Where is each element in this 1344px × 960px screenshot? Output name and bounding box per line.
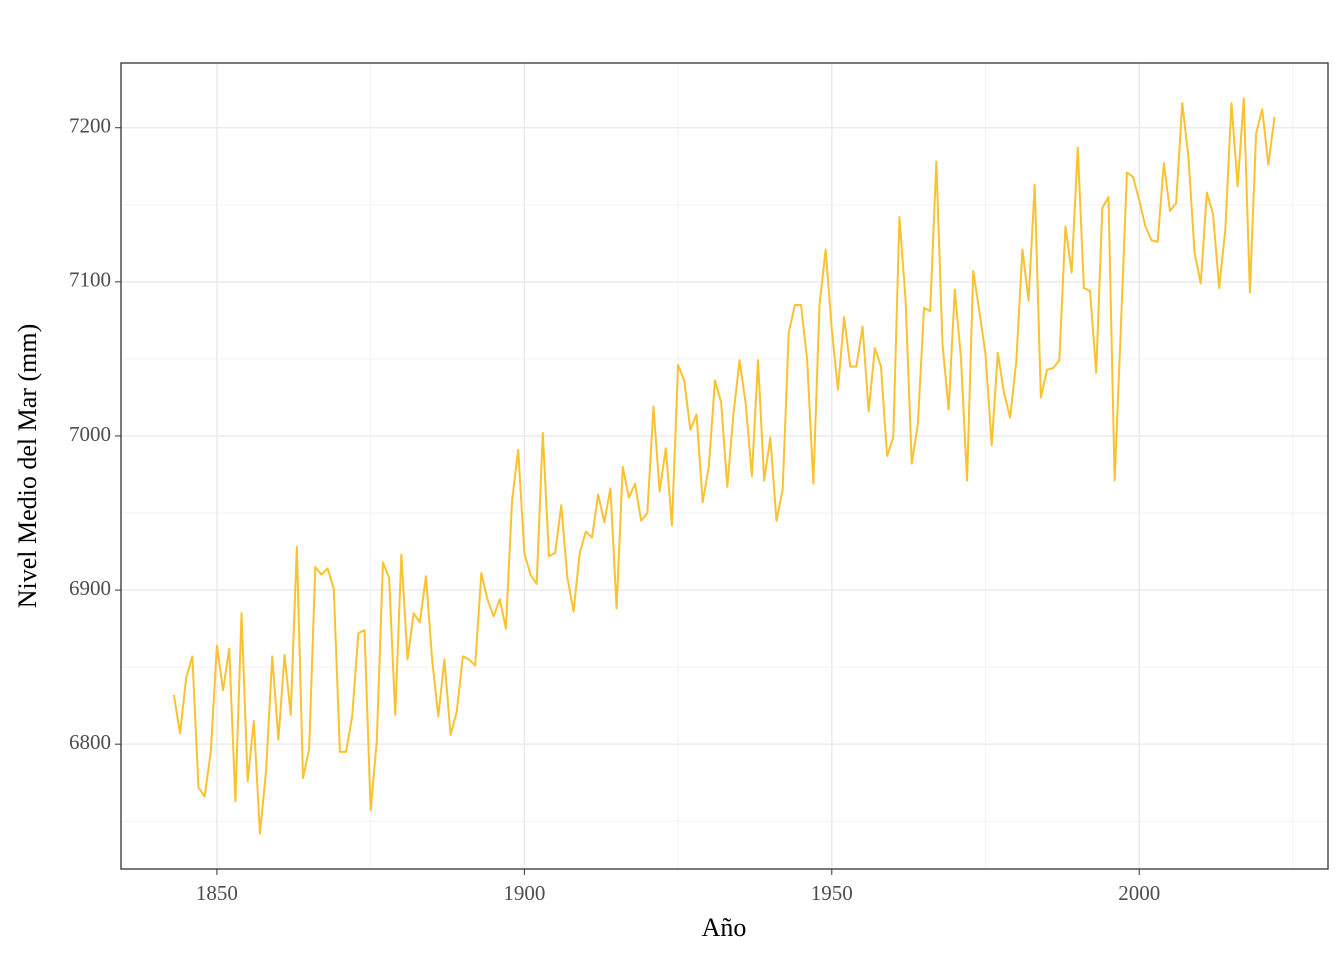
y-tick-label: 7100: [69, 268, 111, 292]
x-tick-label: 1850: [196, 881, 238, 905]
x-tick-label: 1950: [811, 881, 853, 905]
y-tick-label: 7000: [69, 422, 111, 446]
x-axis-title: Año: [702, 913, 747, 942]
y-axis-title: Nivel Medio del Mar (mm): [13, 324, 42, 609]
x-tick-label: 2000: [1118, 881, 1160, 905]
x-tick-label: 1900: [503, 881, 545, 905]
data-line: [172, 97, 1276, 835]
y-tick-label: 6800: [69, 730, 111, 754]
y-tick-label: 7200: [69, 114, 111, 138]
y-tick-label: 6900: [69, 576, 111, 600]
panel-border: [120, 62, 1329, 870]
